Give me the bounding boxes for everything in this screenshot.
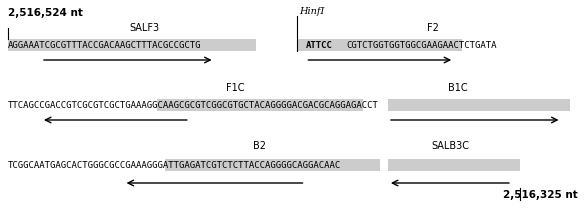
- Bar: [157, 99, 363, 111]
- Text: AGGAAATCGCGTTTACCGACAAGCTTTACGCCGCTG: AGGAAATCGCGTTTACCGACAAGCTTTACGCCGCTG: [8, 42, 201, 51]
- Bar: [388, 159, 520, 171]
- Bar: [8, 39, 256, 51]
- Text: 2,516,325 nt: 2,516,325 nt: [503, 190, 578, 200]
- Bar: [165, 159, 380, 171]
- Text: SALB3C: SALB3C: [431, 141, 469, 151]
- Text: F2: F2: [427, 23, 439, 33]
- Text: F1C: F1C: [226, 83, 245, 93]
- Text: HinfI: HinfI: [299, 7, 325, 16]
- Text: B2: B2: [253, 141, 266, 151]
- Bar: [388, 99, 570, 111]
- Text: TTCAGCCGACCGTCGCGTCGCTGAAAGGCAAGCGCGTCGGCGTGCTACAGGGGACGACGCAGGAGACCT: TTCAGCCGACCGTCGCGTCGCTGAAAGGCAAGCGCGTCGG…: [8, 102, 379, 110]
- Text: SALF3: SALF3: [129, 23, 159, 33]
- Text: 2,516,524 nt: 2,516,524 nt: [8, 8, 83, 18]
- Text: CGTCTGGTGGTGGCGAAGAACTCTGATA: CGTCTGGTGGTGGCGAAGAACTCTGATA: [347, 42, 497, 51]
- Text: B1C: B1C: [449, 83, 468, 93]
- Text: ATTCC: ATTCC: [305, 42, 332, 51]
- Bar: [297, 39, 463, 51]
- Text: TCGGCAATGAGCACTGGGCGCCGAAAGGGATTGAGATCGTCTCTTACCAGGGGCAGGACAAC: TCGGCAATGAGCACTGGGCGCCGAAAGGGATTGAGATCGT…: [8, 161, 341, 171]
